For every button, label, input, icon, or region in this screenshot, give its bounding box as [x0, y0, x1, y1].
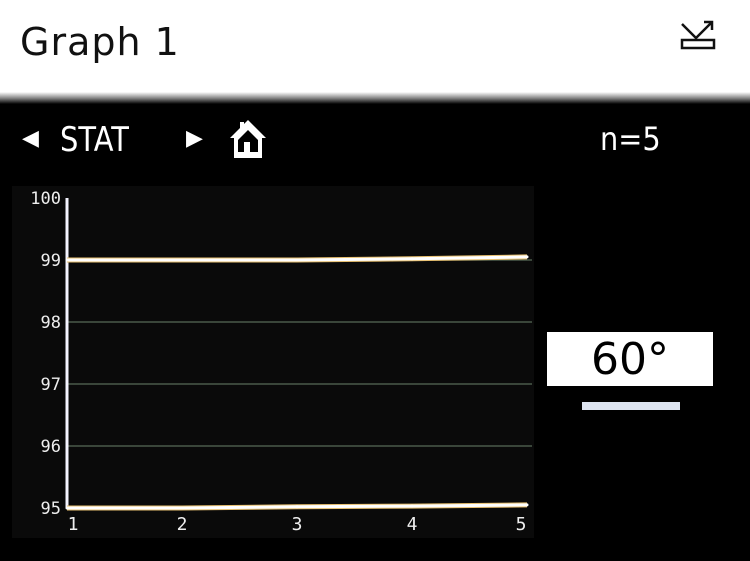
data-point: [65, 258, 69, 262]
data-point: [180, 258, 184, 262]
data-point: [295, 505, 299, 509]
header: Graph 1: [0, 0, 750, 92]
header-shadow: [0, 92, 750, 104]
x-tick-label: 1: [68, 514, 79, 535]
angle-underline: [582, 402, 680, 410]
y-tick-label: 99: [41, 251, 61, 271]
data-point: [525, 255, 529, 259]
x-tick-label: 5: [516, 514, 527, 535]
export-icon[interactable]: [678, 18, 718, 52]
sample-count: n=5: [600, 120, 661, 158]
data-point: [410, 257, 414, 261]
data-point: [180, 506, 184, 510]
data-point: [295, 258, 299, 262]
line-chart: 95 96 97 98 99 100 1 2 3 4 5: [12, 186, 534, 538]
x-tick-label: 3: [292, 514, 303, 535]
triangle-left-icon[interactable]: ◀: [22, 126, 39, 151]
data-point: [525, 503, 529, 507]
data-point: [410, 504, 414, 508]
triangle-right-icon[interactable]: ▶: [186, 126, 203, 151]
mode-label: STAT: [60, 120, 129, 160]
page-title: Graph 1: [20, 20, 180, 64]
y-tick-label: 100: [30, 189, 61, 209]
x-tick-label: 4: [407, 514, 418, 535]
y-tick-label: 95: [41, 499, 61, 519]
toolbar: ◀ STAT ▶ n=5: [0, 112, 750, 172]
x-tick-label: 2: [177, 514, 188, 535]
y-tick-label: 98: [41, 313, 61, 333]
y-tick-label: 96: [41, 437, 61, 457]
data-point: [65, 506, 69, 510]
home-icon[interactable]: [228, 118, 268, 160]
angle-display: 60°: [547, 332, 713, 386]
y-tick-label: 97: [41, 375, 61, 395]
